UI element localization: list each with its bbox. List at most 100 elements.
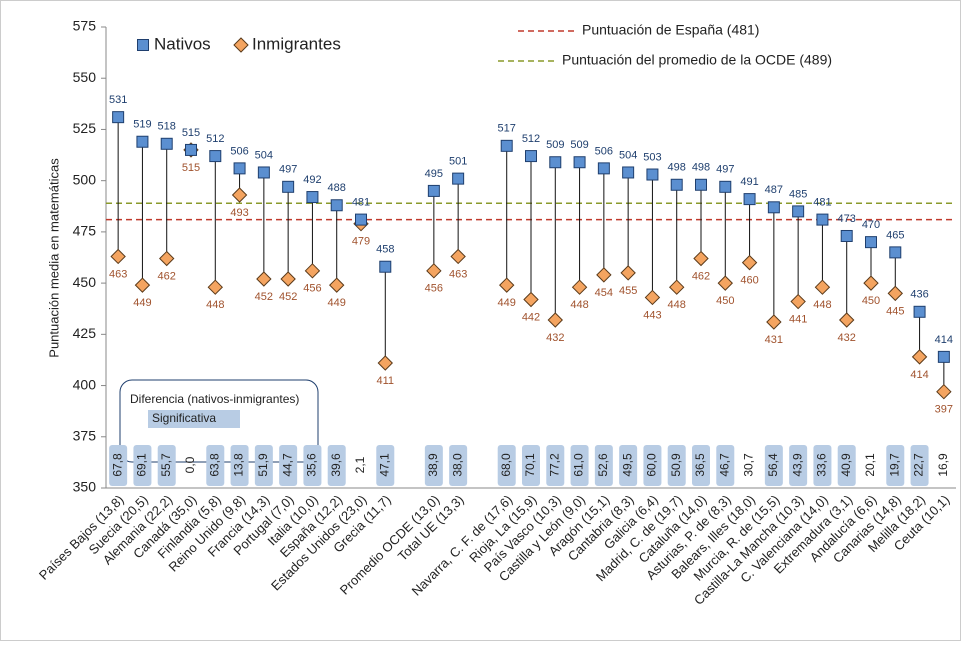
immigrant-marker (280, 271, 296, 287)
native-value-label: 506 (230, 145, 248, 157)
difference-box (449, 445, 468, 486)
immigrant-marker (523, 291, 539, 308)
native-marker (233, 162, 246, 175)
difference-label: 55,7 (159, 453, 173, 477)
native-value-label: 515 (182, 127, 200, 139)
difference-box (716, 445, 735, 486)
native-marker (889, 246, 902, 259)
immigrant-value-label: 456 (425, 283, 443, 295)
difference-label: 0,0 (183, 456, 197, 473)
native-value-label: 492 (303, 174, 321, 186)
native-value-label: 485 (789, 188, 807, 200)
native-marker (209, 150, 222, 163)
difference-label: 36,5 (693, 453, 707, 477)
immigrant-value-label: 443 (643, 309, 661, 321)
difference-box (594, 445, 613, 486)
immigrant-value-label: 456 (303, 283, 321, 295)
immigrant-value-label: 432 (838, 332, 856, 344)
native-marker (282, 180, 295, 193)
immigrant-marker (644, 289, 661, 306)
native-marker (646, 168, 659, 181)
legend-label: Nativos (154, 34, 211, 53)
immigrant-value-label: 431 (765, 334, 783, 346)
immigrant-marker (839, 312, 855, 328)
difference-label: 69,1 (135, 453, 149, 477)
difference-label: 47,1 (377, 453, 391, 477)
immigrant-marker (596, 267, 612, 283)
difference-box (376, 445, 395, 486)
difference-label: 46,7 (717, 453, 731, 477)
immigrant-marker (329, 277, 345, 293)
difference-label: 43,9 (790, 453, 804, 477)
immigrant-marker (110, 248, 126, 265)
native-value-label: 436 (910, 289, 928, 301)
native-value-label: 498 (668, 162, 686, 174)
immigrant-marker (450, 248, 466, 265)
immigrant-value-label: 462 (692, 270, 710, 282)
native-value-label: 465 (886, 229, 904, 241)
native-value-label: 531 (109, 94, 127, 106)
immigrant-value-label: 450 (862, 295, 880, 307)
immigrant-marker (231, 187, 248, 203)
immigrant-value-label: 448 (813, 299, 831, 311)
native-value-label: 481 (813, 197, 831, 209)
difference-label: 51,9 (256, 453, 270, 477)
difference-box (254, 445, 273, 486)
immigrant-value-label: 441 (789, 313, 807, 325)
difference-box (109, 445, 128, 486)
native-marker (330, 199, 343, 212)
native-value-label: 504 (619, 149, 637, 161)
immigrant-value-label: 493 (230, 207, 248, 219)
native-value-label: 414 (935, 334, 953, 346)
native-marker (500, 139, 513, 152)
difference-label: 49,5 (620, 453, 634, 477)
immigrant-value-label: 515 (182, 162, 200, 174)
native-value-label: 497 (279, 164, 297, 176)
difference-box (910, 445, 929, 486)
difference-box (789, 445, 808, 486)
native-value-label: 519 (133, 119, 151, 131)
native-marker (719, 180, 732, 193)
difference-box (133, 445, 152, 486)
native-marker (937, 350, 950, 363)
native-marker (160, 137, 173, 150)
immigrant-value-label: 445 (886, 305, 904, 317)
native-value-label: 517 (498, 123, 516, 135)
difference-label: 20,1 (863, 453, 877, 477)
native-marker (670, 178, 683, 191)
y-axis-label: Puntuación media en matemáticas (46, 158, 61, 358)
immigrant-value-label: 442 (522, 311, 540, 323)
immigrant-value-label: 448 (206, 299, 224, 311)
native-marker (695, 178, 707, 191)
immigrant-value-label: 462 (158, 270, 176, 282)
difference-box (279, 445, 298, 486)
native-value-label: 487 (765, 184, 783, 196)
immigrant-value-label: 463 (449, 268, 467, 280)
immigrant-value-label: 397 (935, 404, 953, 416)
difference-box (619, 445, 638, 486)
difference-box (643, 445, 662, 486)
native-value-label: 506 (595, 145, 613, 157)
difference-label: 67,8 (110, 453, 124, 477)
native-value-label: 473 (838, 213, 856, 225)
immigrant-value-label: 455 (619, 285, 637, 297)
immigrant-marker (669, 279, 685, 295)
immigrant-value-label: 449 (328, 297, 346, 309)
immigrant-value-label: 454 (595, 287, 613, 299)
difference-label: 44,7 (280, 453, 294, 477)
immigrant-value-label: 463 (109, 268, 127, 280)
difference-label: 22,7 (912, 453, 926, 477)
native-value-label: 495 (425, 168, 443, 180)
reference-legend-label: Puntuación de España (481) (582, 22, 759, 38)
immigrant-value-label: 479 (352, 236, 370, 248)
y-tick-label: 525 (73, 120, 97, 136)
difference-box (157, 445, 176, 486)
difference-label: 33,6 (815, 453, 829, 477)
immigrant-marker (936, 383, 952, 400)
immigrant-value-label: 432 (546, 332, 564, 344)
native-value-label: 509 (546, 139, 564, 151)
difference-label: 39,6 (329, 453, 343, 477)
native-marker (427, 184, 440, 197)
immigrant-marker (499, 277, 515, 293)
immigrant-value-label: 448 (570, 299, 588, 311)
